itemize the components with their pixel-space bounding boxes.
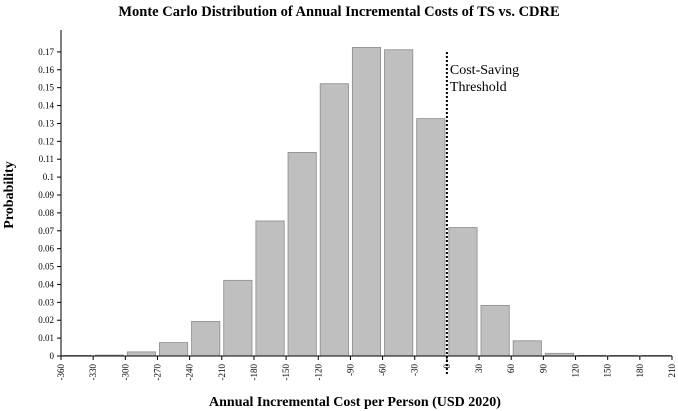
x-tick-label: 120: [571, 364, 581, 378]
y-tick-label: 0.06: [38, 244, 54, 254]
histogram-bar: [448, 227, 478, 357]
x-tick-label: 210: [667, 364, 677, 378]
axes-layer: [57, 30, 673, 360]
histogram-bar: [480, 304, 510, 357]
y-tick-label: 0.14: [38, 101, 54, 111]
histogram-bar: [384, 49, 414, 357]
histogram-bar: [351, 47, 382, 357]
x-tick-label: -210: [217, 364, 227, 381]
x-tick-label: 30: [474, 363, 484, 373]
y-tick-label: 0.17: [38, 47, 54, 57]
y-tick-label: 0.03: [38, 297, 54, 307]
x-tick-label: -120: [313, 363, 323, 380]
bars-layer: [62, 47, 671, 357]
y-tick-label: 0: [50, 351, 55, 361]
threshold-label-line: Cost-Saving: [450, 63, 519, 78]
threshold-label-line: Threshold: [450, 80, 507, 95]
y-tick-labels: 0 0.01 0.02 0.03 0.04 0.05 0.06 0.07 0.08 0.09 0.1…: [38, 47, 54, 361]
histogram-bar: [287, 152, 317, 357]
histogram-bar: [191, 321, 221, 357]
y-tick-label: 0.07: [38, 226, 54, 236]
histogram-bar: [416, 118, 446, 357]
y-tick-label: 0.1: [43, 172, 54, 182]
y-axis-title: Probability: [2, 161, 17, 228]
x-tick-label: -180: [249, 364, 259, 381]
y-tick-label: 0.04: [38, 279, 54, 289]
y-tick-label: 0.05: [38, 262, 54, 272]
x-tick-label: 60: [506, 363, 516, 373]
histogram-bar: [255, 220, 285, 357]
x-axis-title: Annual Incremental Cost per Person (USD …: [209, 395, 501, 410]
histogram-bar: [512, 340, 542, 357]
y-tick-label: 0.16: [38, 65, 54, 75]
histogram-bar: [223, 279, 253, 357]
histogram-bar: [319, 83, 349, 357]
y-tick-label: 0.12: [38, 136, 54, 146]
x-tick-label: -60: [378, 364, 388, 376]
x-tick-label: 90: [538, 364, 548, 374]
x-tick-label: -300: [120, 364, 130, 381]
y-tick-label: 0.01: [38, 333, 54, 343]
chart-title: Monte Carlo Distribution of Annual Incre…: [118, 4, 559, 20]
x-tick-label: 180: [635, 363, 645, 377]
x-tick-label: -90: [345, 364, 355, 376]
histogram-bar: [158, 342, 189, 357]
x-tick-label: -150: [281, 364, 291, 381]
x-tick-labels: -360 -330 -300 -270 -240 -210 -180 -150 -120 -90 -…: [56, 363, 677, 380]
x-tick-label: -360: [56, 364, 66, 381]
y-tick-label: 0.09: [38, 190, 54, 200]
cost-saving-threshold: Cost-Saving Threshold: [445, 52, 519, 374]
y-tick-label: 0.11: [39, 154, 54, 164]
y-tick-label: 0.08: [38, 208, 54, 218]
x-tick-label: -240: [185, 364, 195, 381]
y-tick-label: 0.13: [38, 118, 54, 128]
x-tick-label: 150: [603, 363, 613, 377]
y-tick-label: 0.15: [38, 83, 54, 93]
x-tick-label: -330: [88, 364, 98, 381]
histogram-bar: [126, 351, 156, 357]
x-tick-label: -270: [152, 363, 162, 380]
x-tick-label: -30: [410, 364, 420, 376]
y-tick-label: 0.02: [38, 315, 54, 325]
